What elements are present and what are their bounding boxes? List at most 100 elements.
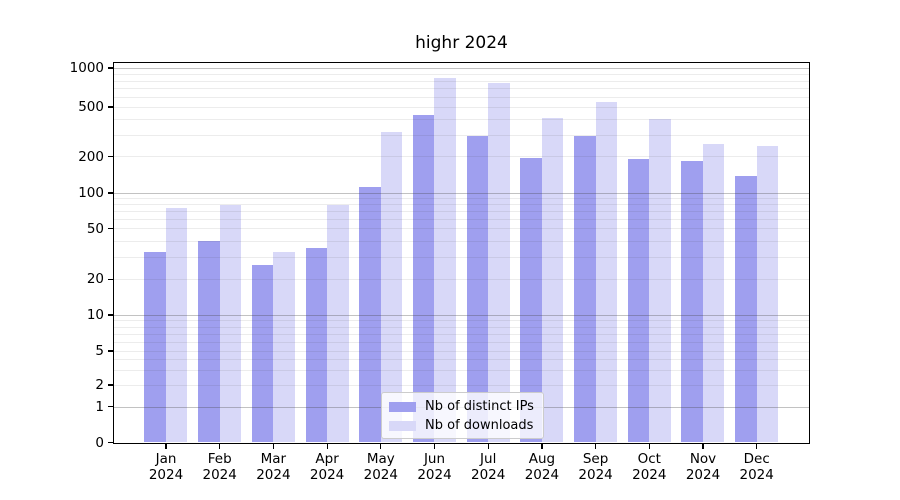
gridline: [113, 369, 809, 371]
x-tick: [702, 443, 704, 449]
y-tick-label: 2: [95, 377, 104, 393]
x-tick-label: Sep 2024: [578, 451, 613, 483]
bar-distinct-ips: [735, 176, 757, 443]
gridline: [113, 320, 809, 322]
gridline: [113, 119, 809, 121]
gridline: [113, 211, 809, 213]
gridline: [113, 240, 809, 242]
gridline: [113, 350, 809, 352]
gridline: [113, 204, 809, 206]
legend-swatch-downloads: [389, 421, 416, 431]
y-tick-label: 20: [86, 271, 104, 288]
bar-distinct-ips: [305, 248, 328, 443]
gridline: [113, 88, 809, 90]
legend-item-distinct-ips: Nb of distinct IPs: [389, 398, 535, 417]
x-tick-label: Mar 2024: [256, 451, 291, 483]
legend-item-downloads: Nb of downloads: [389, 417, 535, 436]
gridline: [113, 326, 809, 328]
y-tick-label: 1000: [69, 60, 104, 76]
x-tick-label: Aug 2024: [524, 451, 560, 483]
gridline: [113, 198, 809, 200]
gridline: [113, 256, 809, 258]
x-tick: [648, 443, 650, 449]
y-tick: [107, 278, 113, 280]
gridline: [113, 341, 809, 343]
x-tick: [165, 443, 167, 449]
gridline: [113, 106, 809, 108]
bar-distinct-ips: [520, 157, 542, 443]
gridline: [113, 134, 809, 136]
plot-area: [113, 63, 809, 443]
chart-title: highr 2024: [415, 33, 508, 53]
x-tick: [272, 443, 275, 449]
gridline: [113, 73, 809, 75]
y-tick: [107, 106, 113, 108]
y-tick-label: 1: [95, 398, 104, 415]
gridline: [113, 96, 809, 98]
x-tick-label: Jul 2024: [471, 451, 506, 483]
bar-downloads: [488, 82, 510, 443]
gridline: [113, 192, 809, 194]
x-tick: [541, 443, 543, 449]
bar-distinct-ips: [359, 186, 381, 443]
bar-downloads: [165, 208, 188, 443]
x-tick-label: Jun 2024: [417, 451, 452, 483]
x-tick-label: Nov 2024: [685, 451, 721, 483]
gridline: [113, 314, 809, 316]
y-tick: [107, 384, 113, 386]
legend: Nb of distinct IPs Nb of downloads: [381, 391, 544, 439]
y-tick: [107, 227, 113, 230]
bar-downloads: [595, 102, 618, 443]
bar-distinct-ips: [681, 160, 703, 443]
gridline: [113, 67, 809, 69]
y-tick: [107, 406, 113, 408]
gridline: [113, 384, 809, 386]
gridline: [113, 156, 809, 158]
x-tick-label: Apr 2024: [309, 451, 345, 483]
bar-distinct-ips: [627, 158, 650, 443]
y-tick: [107, 314, 113, 316]
y-tick-label: 500: [78, 99, 104, 115]
x-tick-label: Jan 2024: [148, 451, 184, 483]
legend-swatch-distinct-ips: [389, 402, 416, 412]
bar-downloads: [273, 251, 295, 443]
bar-distinct-ips: [412, 114, 435, 443]
y-tick: [107, 192, 113, 194]
gridline: [113, 359, 809, 361]
bar-downloads: [327, 205, 349, 443]
bar-distinct-ips: [144, 251, 166, 443]
bar-downloads: [219, 205, 242, 443]
x-tick: [595, 443, 597, 449]
y-tick: [107, 442, 113, 444]
x-tick-label: Oct 2024: [632, 451, 667, 483]
gridline: [113, 80, 809, 82]
gridline: [113, 279, 809, 281]
bar-downloads: [541, 118, 564, 443]
y-tick-label: 50: [86, 220, 104, 237]
bar-downloads: [649, 119, 671, 443]
x-tick-label: May 2024: [363, 451, 398, 483]
x-tick: [756, 443, 758, 449]
y-tick-label: 0: [95, 434, 104, 451]
y-tick-label: 5: [95, 343, 104, 359]
legend-label-downloads: Nb of downloads: [425, 418, 534, 433]
bar-downloads: [434, 77, 456, 443]
bar-distinct-ips: [574, 136, 596, 443]
y-tick-label: 10: [86, 307, 104, 323]
bar-downloads: [756, 145, 779, 443]
x-tick-label: Feb 2024: [202, 451, 237, 483]
x-tick: [380, 443, 382, 449]
bar-distinct-ips: [466, 136, 489, 443]
y-tick-label: 200: [78, 148, 104, 165]
y-tick: [107, 67, 113, 69]
y-tick-label: 100: [78, 185, 104, 201]
bar-downloads: [380, 131, 403, 443]
x-tick: [326, 443, 328, 449]
x-tick: [487, 443, 489, 449]
y-tick: [107, 155, 113, 158]
x-tick: [433, 443, 436, 449]
x-tick-label: Dec 2024: [739, 451, 774, 483]
bar-downloads: [702, 144, 725, 443]
bar-distinct-ips: [198, 240, 220, 443]
